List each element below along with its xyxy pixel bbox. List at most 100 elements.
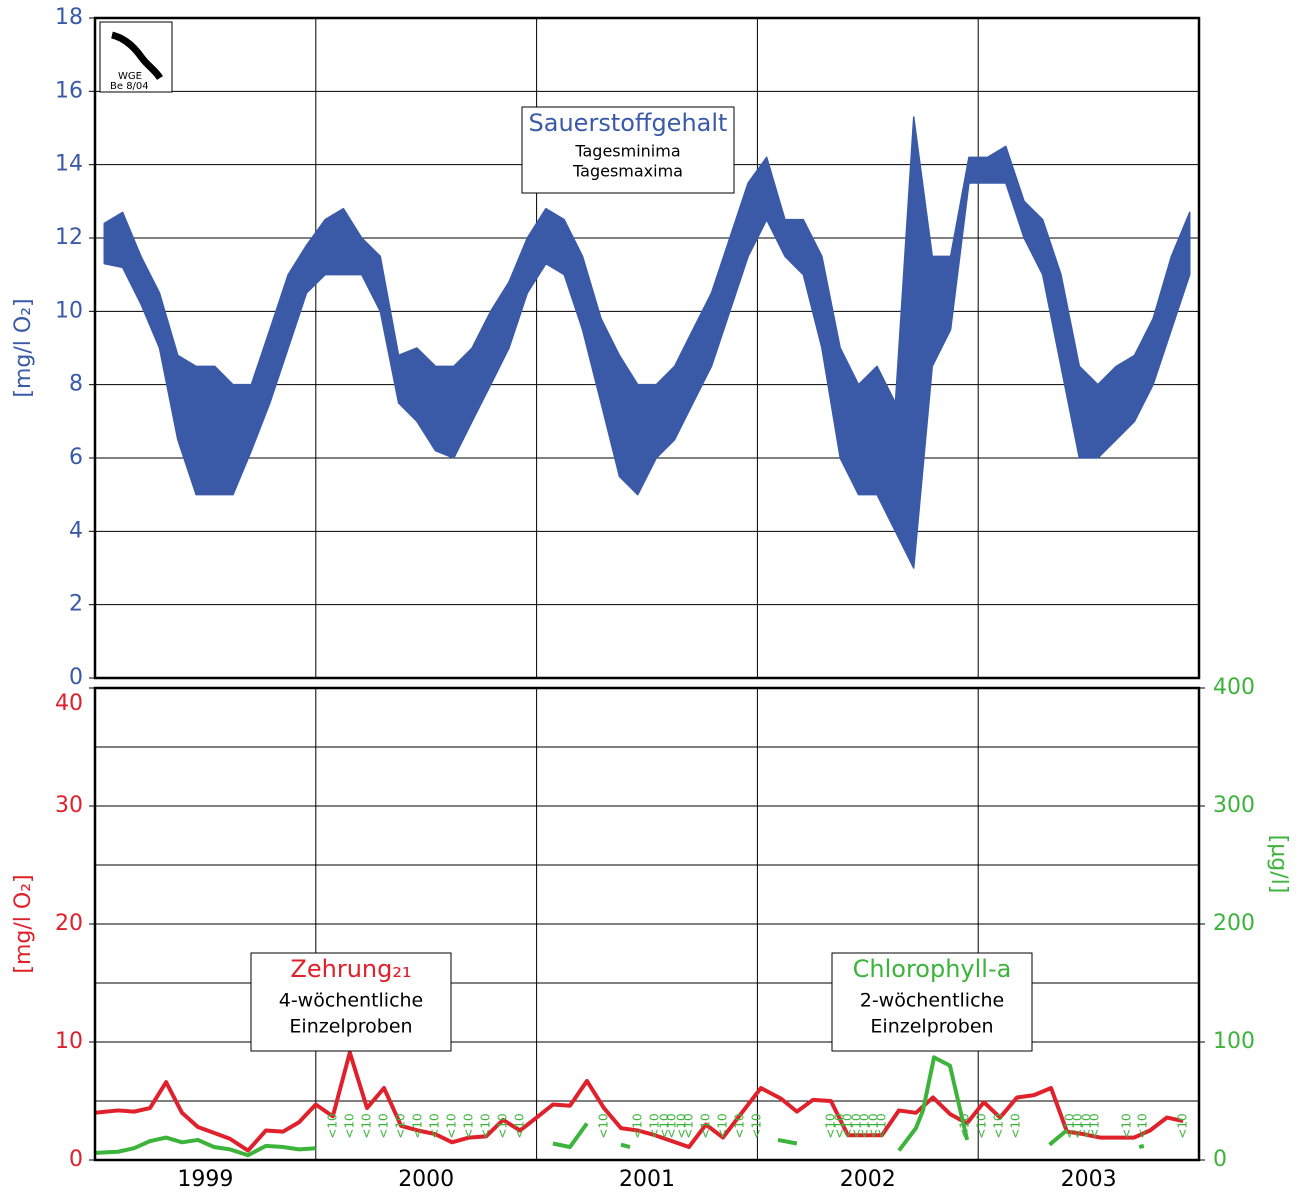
limit-label: <10: [1080, 1113, 1094, 1138]
y-tick-label: 0: [69, 665, 83, 690]
limit-label: <10: [596, 1113, 610, 1138]
x-tick-label: 2003: [1061, 1167, 1117, 1192]
y-tick-label: 12: [55, 225, 83, 250]
limit-label: <10: [698, 1113, 712, 1138]
limit-label: <10: [1176, 1113, 1190, 1138]
limit-label: <10: [377, 1113, 391, 1138]
limit-label: <10: [823, 1113, 837, 1138]
y2-tick-label: 200: [1213, 911, 1255, 936]
limit-label: <10: [445, 1113, 459, 1138]
limit-label: <10: [1063, 1113, 1077, 1138]
x-tick-label: 2001: [619, 1167, 675, 1192]
y-tick-label: 8: [69, 372, 83, 397]
legend-note: Einzelproben: [289, 1016, 412, 1038]
limit-label: <10: [749, 1113, 763, 1138]
legend-entry: Tagesmaxima: [572, 162, 683, 181]
logo-icon: [111, 31, 163, 80]
legend-entry: Tagesminima: [574, 142, 680, 161]
limit-label: <10: [866, 1113, 880, 1138]
limit-label: <10: [857, 1113, 871, 1138]
legend-box: [521, 106, 735, 194]
limit-label: <10: [681, 1113, 695, 1138]
limit-label: <10: [428, 1113, 442, 1138]
limit-label: <10: [1008, 1113, 1022, 1138]
legend-note: 2-wöchentliche: [860, 990, 1005, 1012]
x-tick-label: 2002: [840, 1167, 896, 1192]
y-tick-label: 10: [55, 1029, 83, 1054]
legend-note: Einzelproben: [870, 1016, 993, 1038]
limit-label: <10: [647, 1113, 661, 1138]
y-tick-label: 40: [55, 691, 83, 716]
x-tick-label: 1999: [177, 1167, 233, 1192]
y2-tick-label: 300: [1213, 793, 1255, 818]
series-line: [94, 1135, 316, 1158]
logo-note: Be 8/04: [110, 81, 149, 92]
limit-label: <10: [1071, 1113, 1085, 1138]
logo: WGE Be 8/04: [99, 21, 173, 93]
legend-box: [250, 952, 452, 1052]
x-tick-label: 2000: [398, 1167, 454, 1192]
logo-box: [99, 21, 173, 93]
limit-label: <10: [1135, 1113, 1149, 1138]
limit-label: <10: [462, 1113, 476, 1138]
y-tick-label: 4: [69, 518, 83, 543]
series-line: [1138, 1143, 1145, 1149]
limit-label: <10: [360, 1113, 374, 1138]
limit-label: <10: [732, 1113, 746, 1138]
limit-label: <10: [957, 1113, 971, 1138]
limit-label: <10: [326, 1113, 340, 1138]
y2-axis-label: [µg/l]: [1266, 835, 1291, 894]
legend-note: 4-wöchentliche: [279, 990, 424, 1012]
limit-label: <10: [674, 1113, 688, 1138]
logo-name: WGE: [118, 71, 142, 82]
plot-frame: [93, 16, 1201, 680]
limit-label: <10: [513, 1113, 527, 1138]
y-tick-label: 20: [55, 911, 83, 936]
series-line: [620, 1142, 631, 1149]
limit-label: <10: [630, 1113, 644, 1138]
limit-label: <10: [715, 1113, 729, 1138]
limit-label: <10: [849, 1113, 863, 1138]
limit-label: <10: [343, 1113, 357, 1138]
y-axis-label: [mg/l O₂]: [11, 874, 36, 973]
series-line: [552, 1122, 589, 1150]
y-tick-label: 14: [55, 152, 83, 177]
limit-label: <10: [874, 1113, 888, 1138]
y-tick-label: 2: [69, 592, 83, 617]
limit-label: <10: [991, 1113, 1005, 1138]
legend-title: Chlorophyll-a: [853, 955, 1012, 983]
y-axis-label: [mg/l O₂]: [11, 298, 36, 397]
legend-title: Sauerstoffgehalt: [529, 109, 728, 137]
series-line: [777, 1137, 798, 1146]
y-tick-label: 18: [55, 5, 83, 30]
y2-tick-label: 100: [1213, 1029, 1255, 1054]
limit-label: <10: [832, 1113, 846, 1138]
y2-tick-label: 0: [1213, 1147, 1227, 1172]
y-tick-label: 6: [69, 445, 83, 470]
y2-tick-label: 400: [1213, 675, 1255, 700]
y-tick-label: 30: [55, 793, 83, 818]
series-line: [94, 1050, 1184, 1153]
y-tick-label: 0: [69, 1147, 83, 1172]
oxygen-band: [103, 116, 1191, 569]
y-tick-label: 10: [55, 298, 83, 323]
limit-label: <10: [479, 1113, 493, 1138]
limit-label: <10: [974, 1113, 988, 1138]
limit-label: <10: [664, 1113, 678, 1138]
y-tick-label: 16: [55, 78, 83, 103]
legend: Zehrung₂₁ 4-wöchentliche Einzelproben: [250, 952, 452, 1052]
limit-label: <10: [394, 1113, 408, 1138]
legend-box: [831, 952, 1033, 1052]
limit-label: <10: [657, 1113, 671, 1138]
limit-label: <10: [411, 1113, 425, 1138]
plot-frame: [93, 686, 1201, 1162]
limit-label: <10: [840, 1113, 854, 1138]
limit-label: <10: [1088, 1113, 1102, 1138]
limit-label: <10: [496, 1113, 510, 1138]
legend-title: Zehrung₂₁: [290, 955, 411, 983]
series-line: [1048, 1128, 1068, 1147]
series-line: [897, 1055, 970, 1152]
legend: Chlorophyll-a 2-wöchentliche Einzelproben: [831, 952, 1033, 1052]
